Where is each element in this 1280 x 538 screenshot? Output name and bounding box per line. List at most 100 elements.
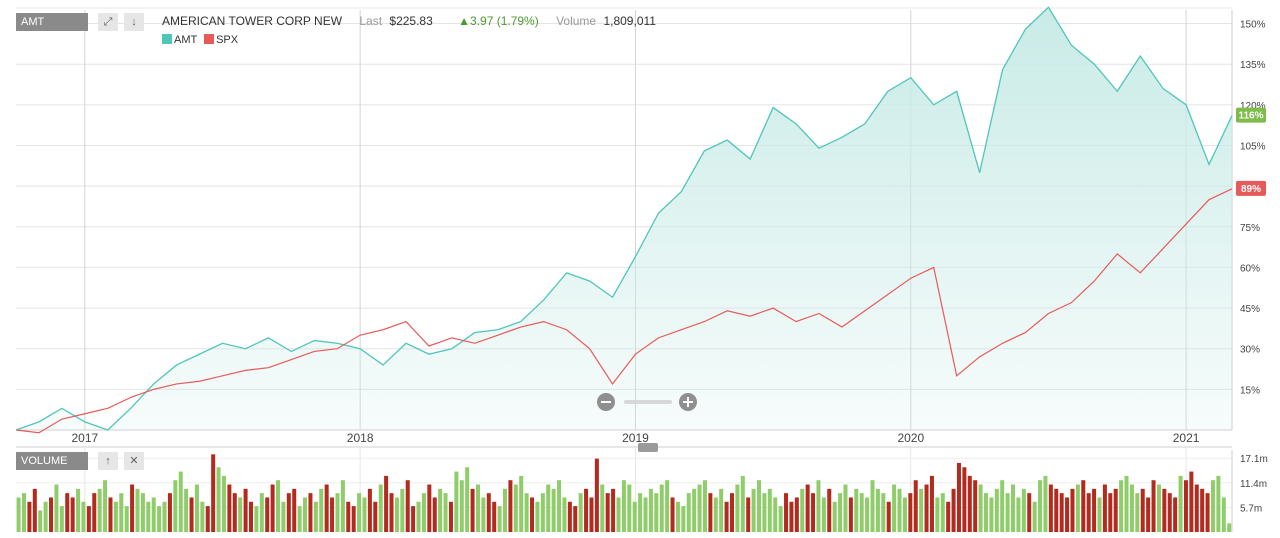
volume-bar xyxy=(1189,471,1194,532)
volume-bar xyxy=(751,488,756,532)
volume-bar xyxy=(232,493,237,532)
volume-bar xyxy=(681,506,686,532)
volume-bar xyxy=(794,497,799,532)
volume-bar xyxy=(1146,497,1151,532)
volume-bar xyxy=(886,501,891,532)
company-name: AMERICAN TOWER CORP NEW xyxy=(162,14,343,28)
volume-bar xyxy=(551,488,556,532)
volume-bar xyxy=(611,488,616,532)
volume-bar xyxy=(270,484,275,532)
volume-bar xyxy=(470,488,475,532)
volume-bar xyxy=(578,493,583,532)
volume-bar xyxy=(373,501,378,532)
volume-bar xyxy=(211,454,216,532)
volume-bar xyxy=(557,480,562,532)
volume-bar xyxy=(1221,497,1226,532)
volume-bar xyxy=(32,488,37,532)
volume-bar xyxy=(130,484,135,532)
spx-end-label: 89% xyxy=(1241,184,1261,195)
volume-tick-label: 5.7m xyxy=(1240,503,1262,514)
y-tick-label: 30% xyxy=(1240,345,1260,356)
volume-bar xyxy=(1038,480,1043,532)
volume-bar xyxy=(254,506,259,532)
legend-label-spx: SPX xyxy=(216,34,239,46)
volume-bar xyxy=(929,475,934,532)
volume-bar xyxy=(848,497,853,532)
volume-bar xyxy=(870,480,875,532)
volume-bar xyxy=(643,497,648,532)
volume-bar xyxy=(773,497,778,532)
volume-bar xyxy=(384,475,389,532)
volume-bar xyxy=(1194,484,1199,532)
volume-tick-label: 17.1m xyxy=(1240,454,1268,465)
panel-drag-handle[interactable] xyxy=(638,443,658,452)
volume-bar xyxy=(962,467,967,532)
volume-bar xyxy=(362,497,367,532)
zoom-control[interactable] xyxy=(597,393,697,411)
volume-bar xyxy=(951,488,956,532)
volume-bar xyxy=(638,493,643,532)
volume-bar xyxy=(259,493,264,532)
volume-bar xyxy=(1178,475,1183,532)
volume-bar xyxy=(989,497,994,532)
y-tick-label: 150% xyxy=(1240,20,1266,31)
volume-bar xyxy=(16,497,21,532)
volume-tag[interactable]: VOLUME xyxy=(16,452,88,470)
volume-bar xyxy=(65,493,70,532)
arrow-up-icon[interactable]: ↑ xyxy=(98,452,118,470)
volume-bar xyxy=(1156,484,1161,532)
expand-icon[interactable]: ⤢ xyxy=(98,13,118,31)
volume-bar xyxy=(276,480,281,532)
volume-bar xyxy=(238,497,243,532)
volume-bar xyxy=(1092,488,1097,532)
volume-bar xyxy=(530,497,535,532)
volume-bar xyxy=(465,467,470,532)
volume-bar xyxy=(821,497,826,532)
volume-label: Volume xyxy=(556,14,597,28)
volume-bar xyxy=(1070,488,1075,532)
volume-bar xyxy=(1011,484,1016,532)
symbol-tag[interactable]: AMT xyxy=(16,13,88,31)
volume-bar xyxy=(1043,475,1048,532)
close-icon[interactable]: ✕ xyxy=(124,452,144,470)
volume-bar xyxy=(935,497,940,532)
zoom-slider-track[interactable] xyxy=(624,400,672,404)
volume-bar xyxy=(119,493,124,532)
y-tick-label: 75% xyxy=(1240,223,1260,234)
volume-bar xyxy=(940,493,945,532)
volume-bar xyxy=(546,484,551,532)
volume-bar xyxy=(1054,488,1059,532)
volume-bar xyxy=(735,484,740,532)
volume-bar xyxy=(54,484,59,532)
volume-bar xyxy=(346,501,351,532)
volume-bar xyxy=(513,484,518,532)
volume-bar xyxy=(686,493,691,532)
volume-bar xyxy=(827,488,832,532)
volume-bar xyxy=(324,484,329,532)
volume-bar xyxy=(86,506,91,532)
y-tick-label: 105% xyxy=(1240,141,1266,152)
volume-bar xyxy=(497,506,502,532)
legend-swatch-amt xyxy=(162,34,172,44)
volume-bar xyxy=(416,501,421,532)
volume-bar xyxy=(508,480,513,532)
volume-bar xyxy=(59,506,64,532)
volume-bar xyxy=(713,497,718,532)
volume-bar xyxy=(432,497,437,532)
volume-bar xyxy=(670,497,675,532)
volume-bar xyxy=(81,501,86,532)
volume-bar xyxy=(265,497,270,532)
download-icon[interactable]: ↓ xyxy=(124,13,144,31)
volume-bar xyxy=(319,488,324,532)
volume-bar xyxy=(800,488,805,532)
volume-bar xyxy=(675,501,680,532)
volume-bar xyxy=(897,488,902,532)
volume-bar xyxy=(76,488,81,532)
volume-bar xyxy=(865,497,870,532)
volume-bar xyxy=(540,493,545,532)
volume-bar xyxy=(600,484,605,532)
volume-bar xyxy=(881,493,886,532)
volume-bar xyxy=(854,488,859,532)
volume-bar xyxy=(632,501,637,532)
volume-bar xyxy=(400,488,405,532)
